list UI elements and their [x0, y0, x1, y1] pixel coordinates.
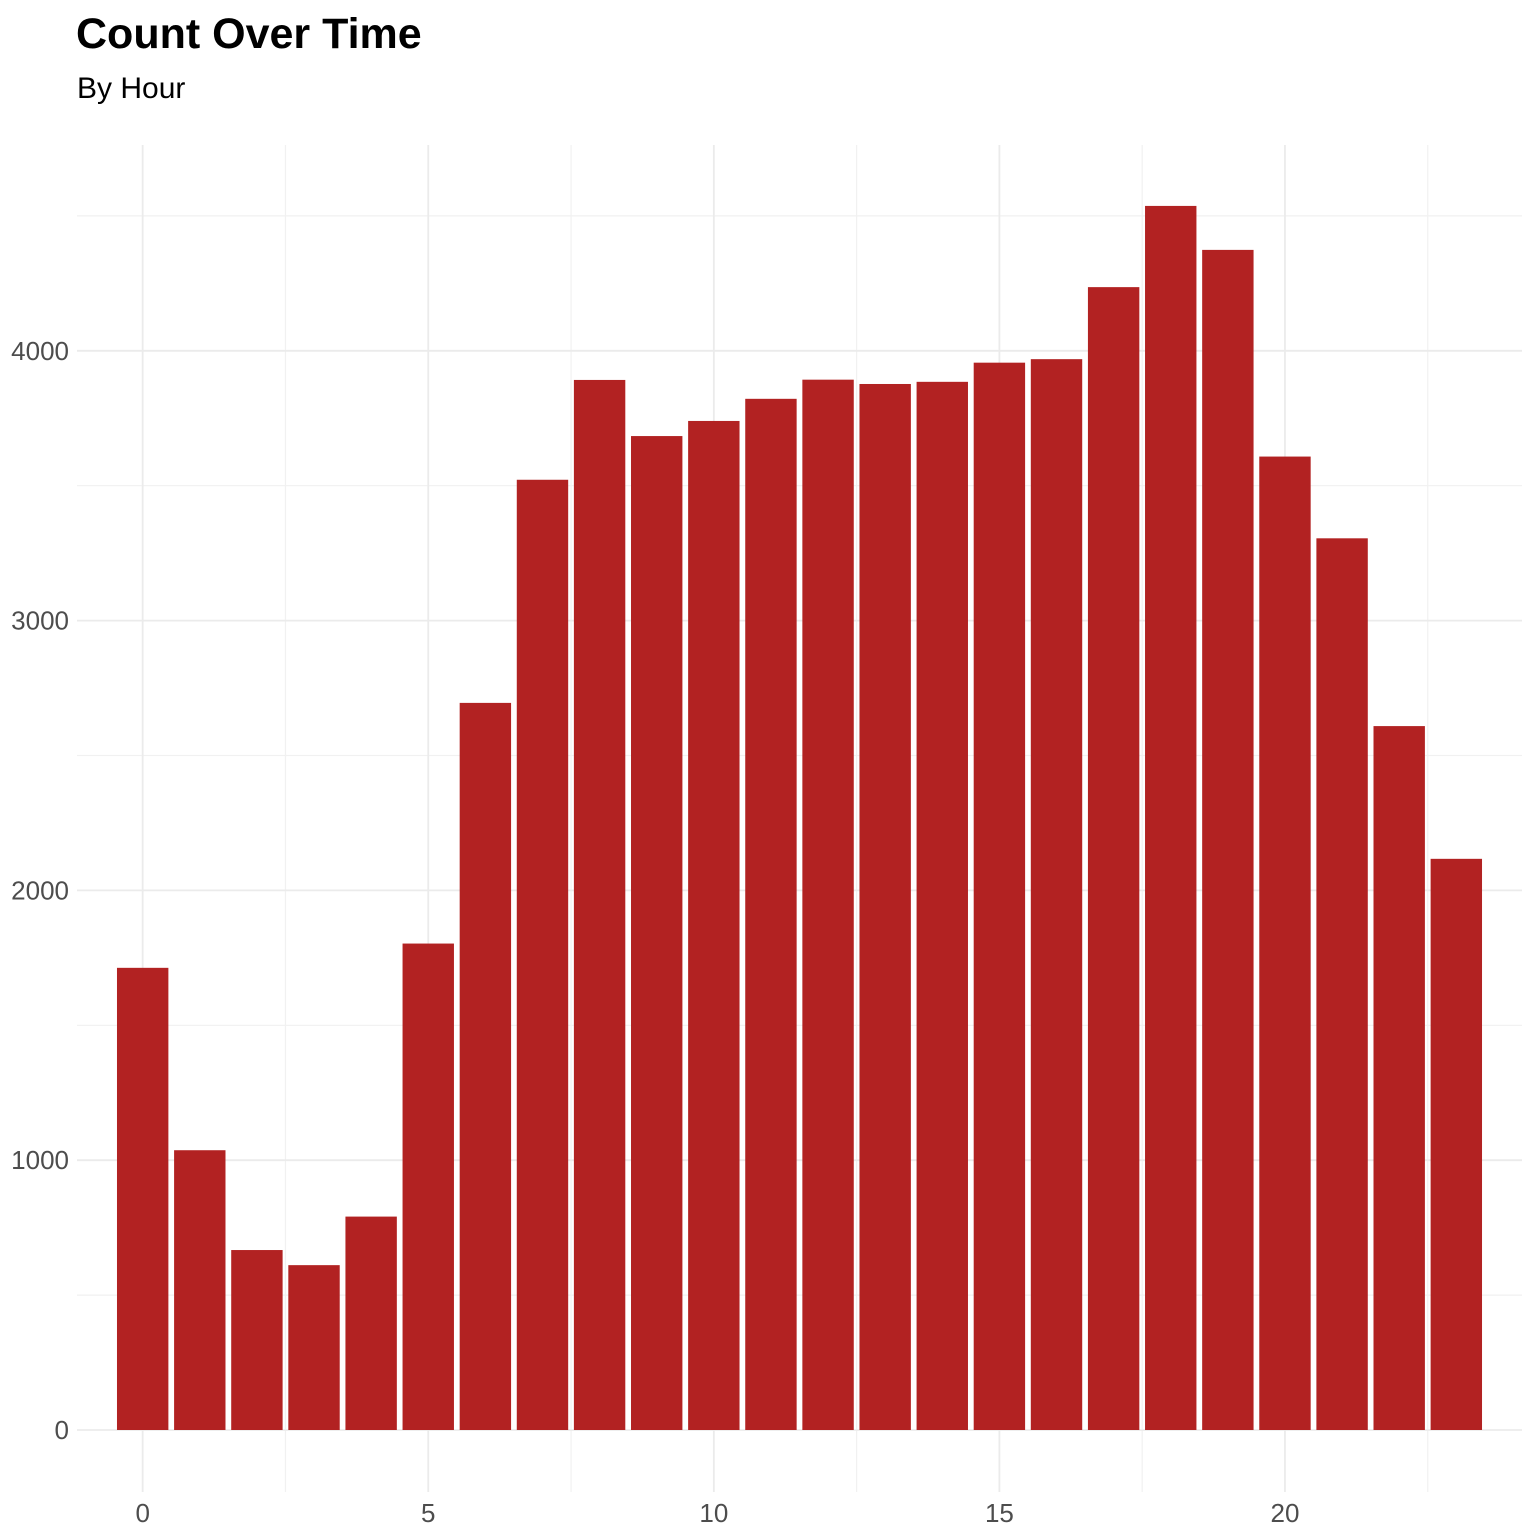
chart-subtitle: By Hour	[77, 72, 186, 105]
x-tick-label: 20	[1271, 1498, 1300, 1528]
bar-13	[859, 383, 911, 1430]
bar-14	[916, 381, 968, 1431]
bar-19	[1202, 249, 1254, 1430]
bar-10	[688, 420, 740, 1430]
bar-6	[459, 702, 512, 1430]
bar-1	[174, 1150, 226, 1430]
bar-16	[1030, 359, 1083, 1430]
bar-7	[516, 479, 569, 1430]
bar-21	[1316, 538, 1368, 1430]
y-axis-ticks: 0 1000 2000 3000 4000	[11, 336, 69, 1445]
bars	[116, 205, 1483, 1431]
bar-2	[231, 1250, 283, 1430]
bar-9	[631, 436, 683, 1430]
bar-20	[1259, 456, 1311, 1430]
x-tick-label: 5	[421, 1498, 435, 1528]
y-tick-label: 3000	[11, 606, 69, 636]
x-tick-label: 10	[699, 1498, 728, 1528]
bar-12	[802, 379, 854, 1430]
y-tick-label: 1000	[11, 1145, 69, 1175]
y-tick-label: 2000	[11, 875, 69, 905]
bar-8	[573, 379, 626, 1431]
bar-0	[116, 967, 169, 1430]
x-axis-ticks: 0 5 10 15 20	[135, 1498, 1299, 1528]
x-tick-label: 15	[985, 1498, 1014, 1528]
bar-23	[1430, 858, 1483, 1430]
bar-4	[345, 1216, 397, 1430]
bar-22	[1373, 726, 1425, 1430]
bar-11	[745, 398, 797, 1430]
bar-15	[973, 362, 1026, 1430]
bar-5	[402, 943, 454, 1430]
chart-title: Count Over Time	[76, 10, 422, 58]
y-tick-label: 4000	[11, 336, 69, 366]
y-tick-label: 0	[55, 1415, 69, 1445]
bar-17	[1087, 287, 1140, 1430]
x-tick-label: 0	[135, 1498, 149, 1528]
bar-18	[1145, 205, 1197, 1430]
bar-3	[288, 1265, 340, 1430]
